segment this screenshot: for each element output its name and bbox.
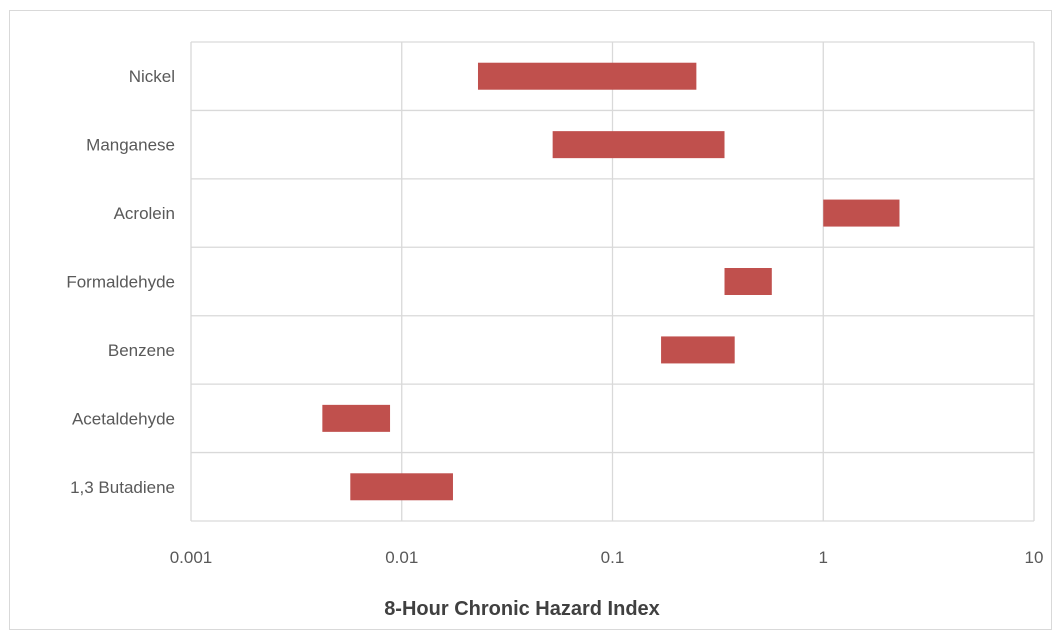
chart-frame: Nickel Manganese Acrolein Formaldehyde Benze… [9, 10, 1052, 630]
range-bar [661, 336, 735, 364]
grid-layer [190, 41, 1035, 522]
category-label: Manganese [86, 136, 175, 155]
range-bar [477, 62, 697, 90]
range-bar [322, 404, 391, 432]
hazard-index-chart: Nickel Manganese Acrolein Formaldehyde Benze… [66, 41, 1044, 620]
x-tick-label: 0.001 [170, 548, 213, 567]
category-label: Acetaldehyde [72, 409, 175, 428]
range-bar [552, 131, 725, 159]
category-label: Benzene [108, 341, 175, 360]
category-label: Nickel [129, 67, 175, 86]
x-tick-label: 1 [819, 548, 828, 567]
bar-layer [322, 62, 900, 501]
x-tick-label: 10 [1025, 548, 1044, 567]
range-bar [350, 473, 453, 501]
category-label: Acrolein [114, 204, 175, 223]
range-bar [823, 199, 900, 227]
x-tick-labels: 0.001 0.01 0.1 1 10 [170, 548, 1044, 567]
range-bar [724, 268, 772, 295]
category-label: Formaldehyde [66, 273, 175, 292]
x-tick-label: 0.1 [601, 548, 625, 567]
category-label: 1,3 Butadiene [70, 478, 175, 497]
x-tick-label: 0.01 [385, 548, 418, 567]
x-axis-title: 8-Hour Chronic Hazard Index [384, 598, 660, 620]
category-labels: Nickel Manganese Acrolein Formaldehyde Benze… [66, 67, 175, 497]
